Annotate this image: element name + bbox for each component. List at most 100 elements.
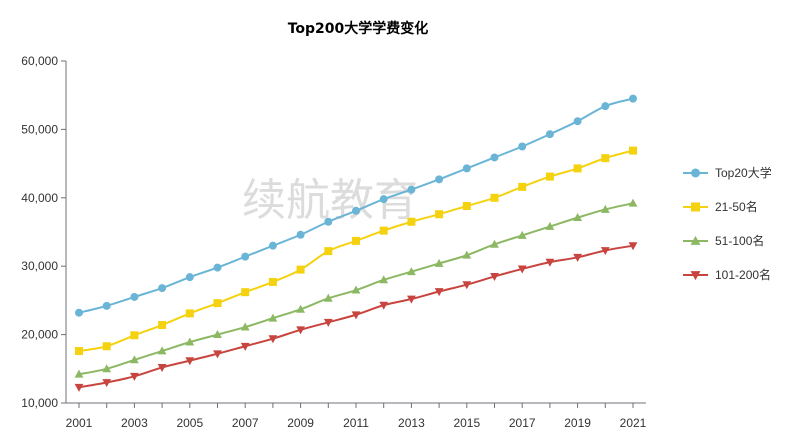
data-point [130,292,139,301]
series-1 [75,94,637,317]
data-point [573,117,582,126]
legend-marker [691,168,700,178]
y-tick-label: 60,000 [21,54,58,68]
data-point [462,164,471,173]
data-point [268,241,277,250]
y-tick-label: 50,000 [21,122,58,136]
data-point [323,293,333,302]
data-point [296,265,305,274]
data-point [518,182,527,191]
data-point [407,217,416,226]
data-point [518,142,527,151]
data-point [157,364,167,373]
data-point [296,304,305,313]
data-point [268,335,278,344]
data-point [407,185,416,194]
data-point [628,198,638,207]
data-point [434,258,444,267]
x-tick-label: 2013 [398,416,425,430]
legend-label: Top20大学 [715,165,772,180]
legend-item[interactable]: 51-100名 [683,233,764,248]
legend-label: 51-100名 [715,233,764,248]
legend-marker [690,271,701,281]
legend-item[interactable]: 21-50名 [683,199,758,214]
data-point [490,273,499,282]
data-point [324,247,333,256]
y-tick-label: 30,000 [21,259,58,273]
x-tick-label: 2001 [66,416,93,430]
data-point [517,230,527,239]
series-layer [74,94,638,392]
data-point [629,94,637,103]
data-point [296,326,305,335]
data-point [434,288,444,297]
data-point [490,193,499,202]
y-tick-label: 40,000 [21,191,58,205]
legend: Top20大学 21-50名 51-100名 101-200名 [683,165,772,282]
data-point [573,213,582,222]
data-point [600,247,610,256]
data-point [601,154,610,163]
data-point [213,350,222,359]
series-4 [74,242,638,392]
legend-marker [690,235,701,245]
data-point [130,372,139,381]
data-point [352,236,360,245]
data-point [213,263,222,272]
data-point [157,346,167,355]
data-point [352,206,360,215]
watermark-text: 续航教育 [242,175,418,226]
legend-item[interactable]: Top20大学 [683,165,772,180]
data-point [102,342,111,351]
chart-title: Top200大学学费变化 [288,20,429,37]
data-point [351,285,361,294]
data-point [628,242,638,251]
data-point [462,202,471,211]
data-point [213,330,222,338]
data-point [324,217,333,226]
x-tick-label: 2009 [287,416,314,430]
data-point [102,364,112,373]
data-point [268,313,278,322]
data-point [629,146,637,155]
x-tick-label: 2003 [121,416,148,430]
x-tick-label: 2015 [453,416,480,430]
data-point [351,311,361,320]
legend-marker [691,202,700,212]
data-point [130,331,139,340]
data-point [240,322,250,331]
axes: 10,000 20,000 30,000 40,000 50,000 60,000 2001… [21,54,646,430]
data-point [379,195,388,204]
data-point [213,299,222,308]
data-point [296,230,305,239]
series-2 [75,146,637,356]
data-point [185,357,195,366]
x-tick-label: 2021 [620,416,647,430]
data-point [517,265,527,274]
data-point [241,252,250,261]
y-tick-label: 10,000 [21,396,58,410]
series-3 [74,198,638,378]
data-point [379,301,389,310]
data-point [462,281,472,290]
data-point [573,253,582,262]
data-point [600,204,610,213]
data-point [158,321,167,330]
legend-label: 21-50名 [715,199,758,214]
y-tick-label: 20,000 [21,328,58,342]
data-point [74,383,84,392]
data-point [490,239,499,248]
data-point [130,355,139,364]
x-tick-label: 2017 [509,416,536,430]
data-point [573,164,582,173]
data-point [435,210,444,219]
data-point [158,284,167,293]
data-point [75,347,83,356]
data-point [435,175,444,184]
data-point [102,379,112,388]
legend-item[interactable]: 101-200名 [683,267,771,282]
x-tick-label: 2011 [343,416,369,430]
data-point [323,318,333,327]
data-point [407,295,416,304]
